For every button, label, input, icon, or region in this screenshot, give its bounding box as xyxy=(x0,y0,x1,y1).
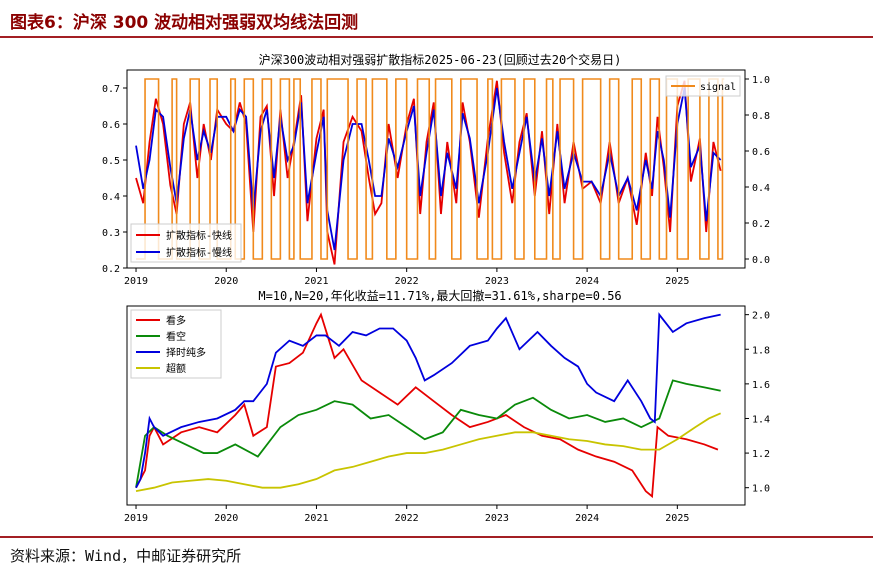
backtest-plot-frame xyxy=(126,305,746,506)
backtest-ytick-label: 1.6 xyxy=(752,380,770,391)
diffusion-ytick-right-label: 0.6 xyxy=(752,147,770,158)
diffusion-legend-left: 扩散指标-快线 扩散指标-慢线 xyxy=(130,223,242,263)
legend-slow-label: 扩散指标-慢线 xyxy=(166,246,232,259)
diffusion-xtick-label: 2019 xyxy=(124,276,148,287)
bottom-rule xyxy=(0,536,873,538)
backtest-xtick-label: 2025 xyxy=(665,513,689,524)
diffusion-ytick-right-label: 0.4 xyxy=(752,183,770,194)
backtest-xtick-label: 2024 xyxy=(575,513,599,524)
figure-title: 图表6：沪深 300 波动相对强弱双均线法回测 xyxy=(10,13,359,33)
diffusion-chart-title: 沪深300波动相对强弱扩散指标2025-06-23(回顾过去20个交易日) xyxy=(259,52,622,67)
backtest-xtick-label: 2022 xyxy=(395,513,419,524)
diffusion-ytick-label: 0.5 xyxy=(102,156,120,167)
diffusion-xtick-label: 2024 xyxy=(575,276,599,287)
diffusion-ytick-label: 0.2 xyxy=(102,264,120,275)
backtest-xtick-label: 2023 xyxy=(485,513,509,524)
backtest-legend: 看多 看空 择时纯多 超额 xyxy=(130,309,222,379)
backtest-ytick-label: 2.0 xyxy=(752,311,770,322)
diffusion-legend-right: signal xyxy=(665,75,741,97)
legend-excess-label: 超额 xyxy=(166,362,186,375)
legend-fast-label: 扩散指标-快线 xyxy=(166,229,232,242)
backtest-series-择时纯多 xyxy=(135,312,721,489)
top-rule xyxy=(0,36,873,38)
diffusion-ytick-label: 0.4 xyxy=(102,192,120,203)
diffusion-ytick-right-label: 0.0 xyxy=(752,255,770,266)
backtest-series-看多 xyxy=(135,312,719,499)
backtest-ytick-label: 1.0 xyxy=(752,484,770,495)
diffusion-ytick-label: 0.7 xyxy=(102,84,120,95)
backtest-chart: M=10,N=20,年化收益=11.71%,最大回撤=31.61%,sharpe… xyxy=(124,288,770,524)
diffusion-xtick-label: 2021 xyxy=(304,276,328,287)
diffusion-ytick-label: 0.6 xyxy=(102,120,120,131)
source-note: 资料来源：Wind，中邮证券研究所 xyxy=(10,547,242,565)
diffusion-chart: 沪深300波动相对强弱扩散指标2025-06-23(回顾过去20个交易日) 20… xyxy=(102,52,770,287)
legend-short-label: 看空 xyxy=(166,330,186,343)
legend-long-label: 看多 xyxy=(166,314,186,327)
diffusion-ytick-label: 0.3 xyxy=(102,228,120,239)
diffusion-xtick-label: 2020 xyxy=(214,276,238,287)
legend-timing-label: 择时纯多 xyxy=(166,346,206,359)
diffusion-xtick-label: 2022 xyxy=(395,276,419,287)
diffusion-ytick-right-label: 0.8 xyxy=(752,111,770,122)
diffusion-ytick-right-label: 0.2 xyxy=(752,219,770,230)
backtest-xtick-label: 2019 xyxy=(124,513,148,524)
backtest-xtick-label: 2020 xyxy=(214,513,238,524)
backtest-ytick-label: 1.4 xyxy=(752,414,770,425)
diffusion-xtick-label: 2025 xyxy=(665,276,689,287)
backtest-ytick-label: 1.8 xyxy=(752,345,770,356)
charts-canvas: 沪深300波动相对强弱扩散指标2025-06-23(回顾过去20个交易日) 20… xyxy=(102,52,770,524)
backtest-chart-title: M=10,N=20,年化收益=11.71%,最大回撤=31.61%,sharpe… xyxy=(258,288,621,303)
diffusion-plot-frame xyxy=(126,69,746,269)
legend-signal-label: signal xyxy=(700,82,736,93)
backtest-xtick-label: 2021 xyxy=(304,513,328,524)
diffusion-xtick-label: 2023 xyxy=(485,276,509,287)
diffusion-ytick-right-label: 1.0 xyxy=(752,75,770,86)
backtest-ytick-label: 1.2 xyxy=(752,449,770,460)
backtest-series-超额 xyxy=(135,412,722,493)
backtest-series-看空 xyxy=(135,379,721,488)
